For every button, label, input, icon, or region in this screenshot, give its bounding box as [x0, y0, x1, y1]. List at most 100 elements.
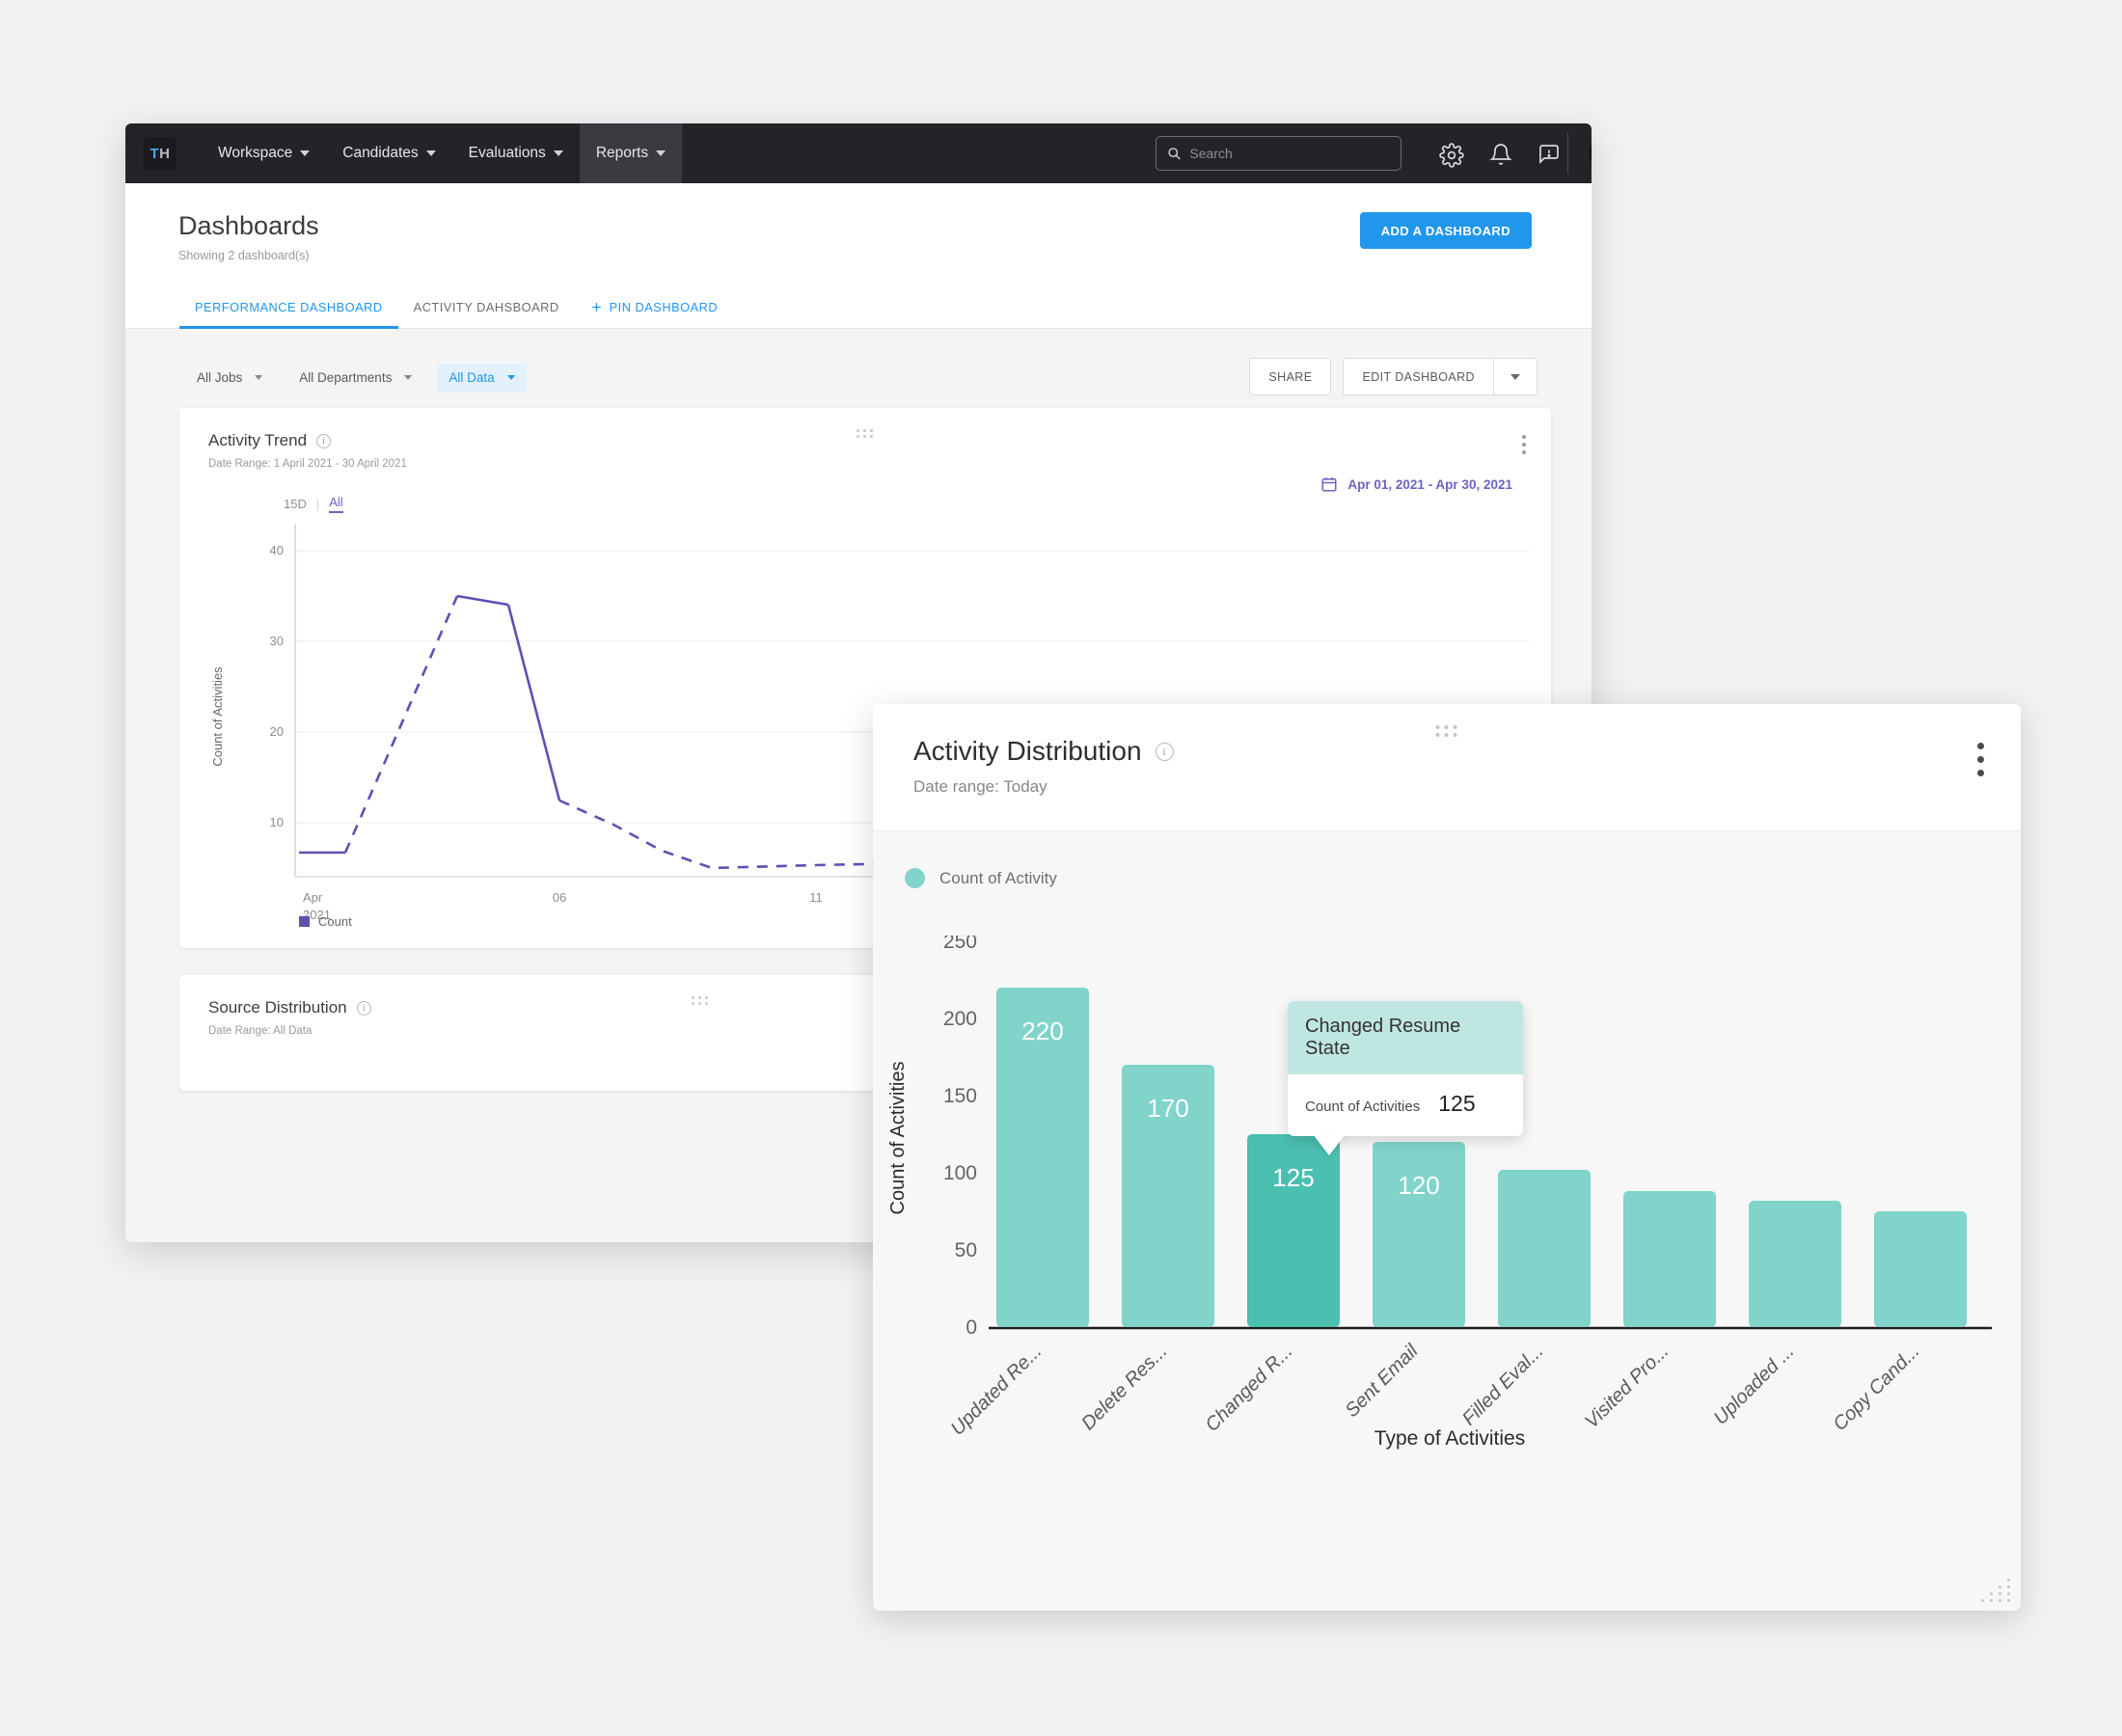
search-box[interactable] [1156, 136, 1401, 171]
resize-handle-icon[interactable] [1981, 1579, 2012, 1602]
bar-copy-candidate[interactable] [1874, 1211, 1967, 1327]
x-tick-label: Uploaded ... [1710, 1341, 1799, 1429]
svg-text:Apr: Apr [303, 890, 323, 905]
panel-title-label: Activity Distribution [913, 736, 1142, 766]
filter-bar: All Jobs All Departments All Data [125, 329, 1592, 398]
chart-tooltip: Changed Resume State Count of Activities… [1288, 1001, 1523, 1155]
share-button[interactable]: SHARE [1249, 358, 1332, 395]
legend-swatch [905, 868, 925, 888]
filter-all-jobs[interactable]: All Jobs [185, 364, 274, 392]
svg-text:100: 100 [943, 1162, 977, 1184]
svg-text:Count: Count [318, 914, 352, 929]
edit-dashboard-dropdown-button[interactable] [1493, 358, 1537, 395]
x-tick-label: Delete Res... [1077, 1341, 1171, 1434]
widget-title-label: Activity Trend [208, 431, 308, 449]
svg-text:125: 125 [1272, 1163, 1314, 1192]
filter-all-departments[interactable]: All Departments [287, 364, 423, 392]
svg-text:200: 200 [943, 1008, 977, 1030]
nav-label-evaluations: Evaluations [468, 145, 546, 161]
drag-handle-icon[interactable] [857, 429, 874, 438]
trend-range-selector: 15D | All [179, 470, 1551, 513]
edit-dashboard-group: EDIT DASHBOARD [1343, 358, 1537, 395]
x-tick-label: Visited Pro... [1581, 1341, 1673, 1432]
svg-text:06: 06 [553, 890, 566, 905]
panel-menu-button[interactable] [1977, 743, 1984, 776]
bar-sent-email[interactable] [1373, 1142, 1465, 1327]
user-menu[interactable]: TH Deepak Agrawal [1590, 135, 1592, 171]
bar-visited-profile[interactable] [1623, 1191, 1716, 1327]
plus-icon [591, 303, 601, 312]
tab-label: PIN DASHBOARD [609, 300, 719, 314]
bar-delete-resume[interactable] [1122, 1065, 1214, 1327]
bell-icon[interactable] [1489, 143, 1514, 168]
svg-text:220: 220 [1021, 1017, 1063, 1045]
x-tick-label: Changed R... [1202, 1341, 1297, 1436]
add-dashboard-button[interactable]: ADD A DASHBOARD [1359, 212, 1532, 249]
dashboard-tabs: PERFORMANCE DASHBOARD ACTIVITY DAHSBOARD… [125, 279, 1592, 329]
date-range-label: Apr 01, 2021 - Apr 30, 2021 [1347, 476, 1512, 492]
drag-handle-icon[interactable] [692, 996, 709, 1005]
feedback-icon[interactable] [1537, 143, 1563, 168]
panel-title: Activity Distribution i [873, 704, 2021, 767]
chevron-down-icon [425, 150, 436, 156]
logo-letter-t: T [150, 145, 160, 162]
nav-label-workspace: Workspace [218, 145, 293, 161]
filter-label: All Departments [299, 369, 393, 385]
chevron-down-icon [553, 150, 563, 156]
x-tick-label: Copy Cand... [1829, 1341, 1923, 1435]
widget-subtitle: Date Range: All Data [208, 1025, 313, 1037]
svg-text:10: 10 [270, 815, 284, 829]
nav-item-evaluations[interactable]: Evaluations [452, 123, 580, 183]
filter-all-data[interactable]: All Data [437, 363, 527, 392]
widget-title-label: Source Distribution [208, 998, 347, 1017]
page-title: Dashboards [178, 211, 319, 240]
x-tick-label: Sent Email [1342, 1341, 1423, 1422]
svg-text:170: 170 [1147, 1094, 1188, 1123]
activity-distribution-header: Activity Distribution i Date range: Toda… [873, 704, 2021, 831]
widget-menu-button[interactable] [1522, 435, 1526, 454]
activity-distribution-chart: 250 200 150 100 50 0 Count of Activities… [887, 936, 1992, 1450]
calendar-icon [1321, 477, 1337, 492]
info-icon[interactable]: i [356, 1000, 371, 1016]
tab-performance-dashboard[interactable]: PERFORMANCE DASHBOARD [179, 300, 398, 329]
bar-updated-resume[interactable] [996, 988, 1089, 1327]
bar-changed-resume-state[interactable] [1247, 1134, 1340, 1327]
bar-uploaded[interactable] [1749, 1201, 1841, 1327]
legend-label: Count of Activity [939, 868, 1057, 887]
drag-handle-icon[interactable] [1435, 725, 1458, 737]
info-icon[interactable]: i [1155, 742, 1174, 761]
board-actions: SHARE EDIT DASHBOARD [1249, 358, 1537, 395]
nav-item-candidates[interactable]: Candidates [326, 123, 451, 183]
chart-legend: Count of Activity [873, 831, 2021, 888]
chevron-down-icon [404, 374, 413, 380]
nav-item-reports[interactable]: Reports [579, 123, 683, 183]
bar-filled-evaluation[interactable] [1498, 1170, 1591, 1327]
nav-label-reports: Reports [595, 145, 649, 161]
svg-text:40: 40 [270, 543, 284, 557]
tab-activity-dashboard[interactable]: ACTIVITY DAHSBOARD [398, 300, 575, 328]
avatar: TH [1590, 135, 1592, 171]
widget-subtitle: Date Range: 1 April 2021 - 30 April 2021 [208, 458, 407, 470]
chevron-down-icon [1510, 373, 1520, 380]
range-option-15d[interactable]: 15D [284, 497, 307, 511]
svg-text:Count of Activities: Count of Activities [887, 1062, 909, 1215]
search-input[interactable] [1189, 146, 1390, 161]
nav-item-workspace[interactable]: Workspace [202, 123, 326, 183]
edit-dashboard-button[interactable]: EDIT DASHBOARD [1343, 358, 1493, 395]
svg-text:250: 250 [943, 936, 977, 953]
activity-distribution-panel: Activity Distribution i Date range: Toda… [873, 704, 2021, 1611]
tab-label: PERFORMANCE DASHBOARD [195, 300, 383, 314]
svg-text:Count of Activities: Count of Activities [210, 666, 225, 767]
info-icon[interactable]: i [316, 433, 332, 448]
tab-pin-dashboard[interactable]: PIN DASHBOARD [575, 300, 733, 328]
filter-label: All Data [449, 369, 495, 385]
range-option-all[interactable]: All [329, 495, 343, 513]
chevron-down-icon [656, 150, 667, 156]
gear-icon[interactable] [1439, 143, 1464, 168]
svg-text:30: 30 [270, 634, 284, 648]
nav-label-candidates: Candidates [342, 145, 419, 161]
date-range-picker[interactable]: Apr 01, 2021 - Apr 30, 2021 [1320, 475, 1512, 493]
widget-title: Source Distribution i [179, 975, 1551, 1017]
